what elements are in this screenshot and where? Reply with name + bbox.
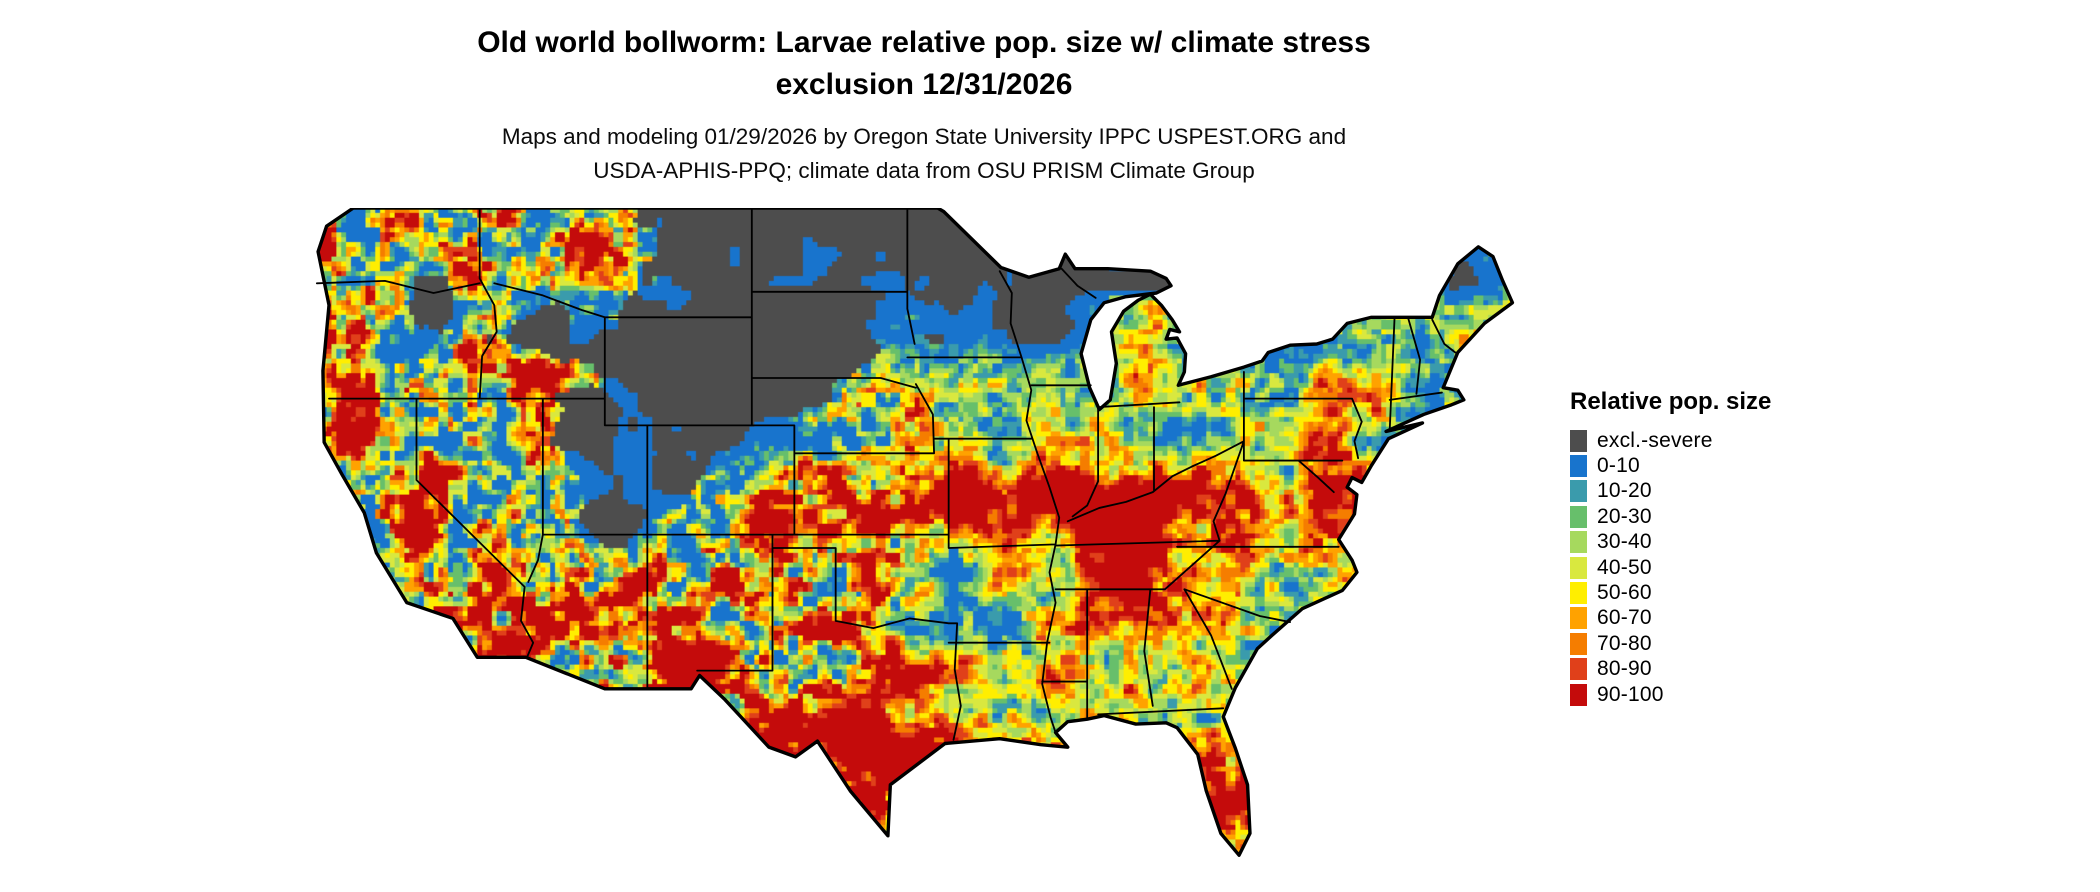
legend-item: 0-10	[1570, 453, 1771, 478]
legend-item-label: 10-20	[1597, 479, 1652, 503]
legend-item-label: 50-60	[1597, 581, 1652, 605]
legend-item: 50-60	[1570, 580, 1771, 605]
legend-item-label: 0-10	[1597, 454, 1640, 478]
legend-item: 20-30	[1570, 504, 1771, 529]
legend-item-label: 60-70	[1597, 606, 1652, 630]
page-title: Old world bollworm: Larvae relative pop.…	[174, 22, 1674, 106]
us-outline	[316, 208, 1515, 857]
legend-item: 70-80	[1570, 631, 1771, 656]
legend-swatch	[1570, 531, 1587, 554]
legend-swatch	[1570, 607, 1587, 630]
map-attribution: Maps and modeling 01/29/2026 by Oregon S…	[174, 120, 1674, 188]
legend-item: 80-90	[1570, 657, 1771, 682]
map-borders-layer	[315, 208, 1515, 857]
legend-swatch	[1570, 683, 1587, 706]
legend-item-label: 30-40	[1597, 530, 1652, 554]
attribution-line-2: USDA-APHIS-PPQ; climate data from OSU PR…	[593, 158, 1255, 183]
legend-item-label: 70-80	[1597, 631, 1652, 655]
legend-item-label: excl.-severe	[1597, 428, 1713, 452]
legend-item: 40-50	[1570, 555, 1771, 580]
map-legend: Relative pop. size excl.-severe 0-10 10-20…	[1570, 388, 1771, 707]
state-borders	[315, 208, 1457, 741]
legend-item-label: 80-90	[1597, 657, 1652, 681]
legend-swatch	[1570, 582, 1587, 605]
legend-item: 30-40	[1570, 530, 1771, 555]
legend-swatch	[1570, 455, 1587, 478]
legend-item: 90-100	[1570, 682, 1771, 707]
title-line-2: exclusion 12/31/2026	[775, 68, 1073, 101]
us-map	[312, 208, 1527, 888]
map-raster-canvas	[312, 208, 1527, 888]
legend-swatch	[1570, 658, 1587, 681]
legend-swatch	[1570, 556, 1587, 579]
title-line-1: Old world bollworm: Larvae relative pop.…	[477, 26, 1371, 59]
legend-swatch	[1570, 632, 1587, 655]
legend-swatch	[1570, 505, 1587, 528]
legend-swatch	[1570, 480, 1587, 503]
legend-item: 60-70	[1570, 606, 1771, 631]
legend-item: 10-20	[1570, 479, 1771, 504]
legend-item-label: 90-100	[1597, 682, 1664, 706]
legend-item-label: 40-50	[1597, 555, 1652, 579]
legend-swatch	[1570, 429, 1587, 452]
map-header: Old world bollworm: Larvae relative pop.…	[174, 22, 1674, 188]
legend-item: excl.-severe	[1570, 428, 1771, 453]
attribution-line-1: Maps and modeling 01/29/2026 by Oregon S…	[501, 124, 1347, 149]
legend-items: excl.-severe 0-10 10-20 20-30 30-40 40-50 50-6…	[1570, 428, 1771, 707]
legend-item-label: 20-30	[1597, 504, 1652, 528]
legend-title: Relative pop. size	[1570, 388, 1772, 415]
